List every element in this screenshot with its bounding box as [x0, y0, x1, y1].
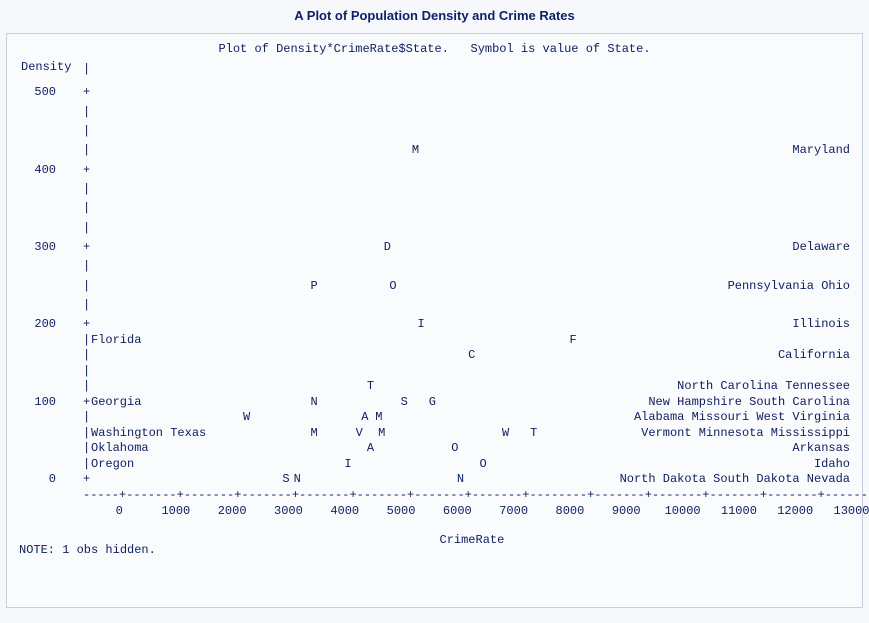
row-right-legend: Alabama Missouri West Virginia — [634, 410, 850, 424]
y-axis-bar: + — [83, 472, 90, 486]
data-point: O — [451, 441, 458, 455]
y-axis-bar: | — [83, 259, 90, 273]
y-axis-bar: | — [83, 410, 90, 424]
y-tick-label: 500 — [34, 85, 56, 99]
y-axis-bar: | — [83, 333, 90, 347]
x-tick-label: 1000 — [161, 504, 190, 518]
data-point: O — [389, 279, 396, 293]
y-tick-label: 100 — [34, 395, 56, 409]
x-tick-label: 2000 — [218, 504, 247, 518]
row-right-legend: Maryland — [792, 143, 850, 157]
plot-frame: Plot of Density*CrimeRate$State. Symbol … — [6, 33, 863, 608]
data-point: T — [530, 426, 537, 440]
x-tick-label: 0 — [116, 504, 123, 518]
y-axis-bar: | — [83, 124, 90, 138]
x-tick-label: 7000 — [499, 504, 528, 518]
y-tick-label: 300 — [34, 240, 56, 254]
data-point: A — [361, 410, 368, 424]
x-tick-label: 9000 — [612, 504, 641, 518]
data-point: N — [294, 472, 301, 486]
x-tick-label: 3000 — [274, 504, 303, 518]
y-axis-bar: + — [83, 240, 90, 254]
row-right-legend: Vermont Minnesota Mississippi — [641, 426, 850, 440]
plot-subtitle: Plot of Density*CrimeRate$State. Symbol … — [13, 42, 856, 56]
y-axis-bar: | — [83, 201, 90, 215]
page-title: A Plot of Population Density and Crime R… — [6, 8, 863, 23]
data-point: M — [311, 426, 318, 440]
data-point: I — [344, 457, 351, 471]
plot-note: NOTE: 1 obs hidden. — [13, 543, 856, 557]
y-axis-label: Density — [21, 60, 71, 74]
y-tick-label: 0 — [49, 472, 56, 486]
x-tick-label: 12000 — [777, 504, 813, 518]
data-point: I — [418, 317, 425, 331]
scatter-plot: Density|+500|||MarylandM+400|||+300Delaw… — [13, 62, 856, 537]
y-axis-bar: | — [83, 457, 90, 471]
x-tick-label: 6000 — [443, 504, 472, 518]
data-point: M — [375, 410, 382, 424]
row-left-legend: Washington Texas — [91, 426, 206, 440]
y-axis-bar: | — [83, 105, 90, 119]
row-right-legend: Illinois — [792, 317, 850, 331]
data-point: W — [243, 410, 250, 424]
y-axis-bar: + — [83, 317, 90, 331]
y-axis-bar: | — [83, 298, 90, 312]
y-axis-bar: | — [83, 279, 90, 293]
y-axis-bar: | — [83, 221, 90, 235]
data-point: O — [479, 457, 486, 471]
data-point: T — [367, 379, 374, 393]
data-point: C — [468, 348, 475, 362]
row-left-legend: Georgia — [91, 395, 141, 409]
row-left-legend: Florida — [91, 333, 141, 347]
x-axis-label: CrimeRate — [440, 533, 505, 547]
data-point: P — [311, 279, 318, 293]
row-left-legend: Oklahoma — [91, 441, 149, 455]
data-point: N — [311, 395, 318, 409]
data-point: V — [356, 426, 363, 440]
y-axis-bar: + — [83, 85, 90, 99]
x-tick-label: 4000 — [330, 504, 359, 518]
row-right-legend: New Hampshire South Carolina — [648, 395, 850, 409]
y-axis-bar: | — [83, 348, 90, 362]
data-point: W — [502, 426, 509, 440]
data-point: D — [384, 240, 391, 254]
y-axis-bar: + — [83, 395, 90, 409]
y-axis-bar: | — [83, 426, 90, 440]
x-tick-label: 10000 — [665, 504, 701, 518]
row-right-legend: North Carolina Tennessee — [677, 379, 850, 393]
y-axis-bar: | — [83, 143, 90, 157]
x-tick-label: 5000 — [387, 504, 416, 518]
row-right-legend: California — [778, 348, 850, 362]
x-tick-label: 13000 — [834, 504, 869, 518]
page: A Plot of Population Density and Crime R… — [0, 0, 869, 623]
y-tick-label: 400 — [34, 163, 56, 177]
data-point: N — [457, 472, 464, 486]
y-axis-bar: + — [83, 163, 90, 177]
y-axis-bar: | — [83, 441, 90, 455]
x-axis-line: -----+-------+-------+-------+-------+--… — [83, 488, 869, 502]
row-left-legend: Oregon — [91, 457, 134, 471]
row-right-legend: Pennsylvania Ohio — [728, 279, 850, 293]
x-tick-label: 8000 — [556, 504, 585, 518]
y-axis-bar: | — [83, 379, 90, 393]
data-point: M — [378, 426, 385, 440]
data-point: S — [401, 395, 408, 409]
data-point: G — [429, 395, 436, 409]
data-point: M — [412, 143, 419, 157]
data-point: S — [282, 472, 289, 486]
row-right-legend: North Dakota South Dakota Nevada — [620, 472, 850, 486]
row-right-legend: Idaho — [814, 457, 850, 471]
row-right-legend: Arkansas — [792, 441, 850, 455]
y-axis-bar: | — [83, 182, 90, 196]
y-axis-bar: | — [83, 364, 90, 378]
data-point: A — [367, 441, 374, 455]
data-point: F — [570, 333, 577, 347]
x-tick-label: 11000 — [721, 504, 757, 518]
y-tick-label: 200 — [34, 317, 56, 331]
row-right-legend: Delaware — [792, 240, 850, 254]
y-axis-bar: | — [83, 62, 90, 76]
